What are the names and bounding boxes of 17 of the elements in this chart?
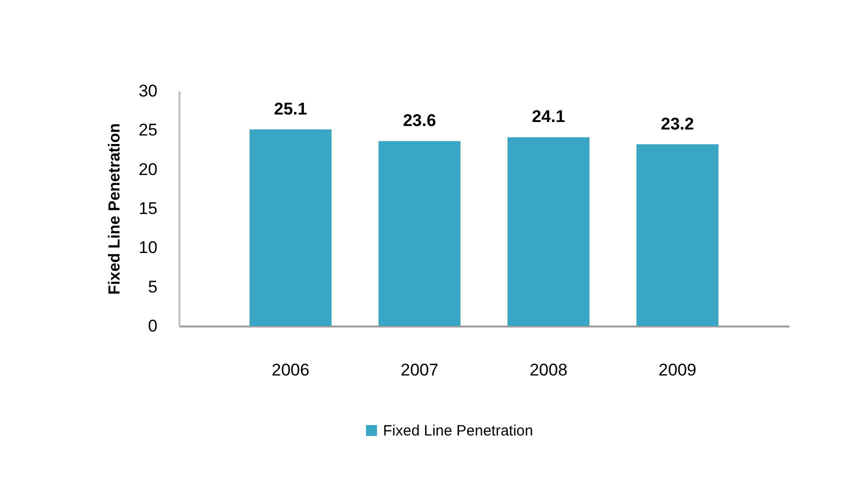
y-tick-label: 30 xyxy=(138,82,158,100)
legend-label: Fixed Line Penetration xyxy=(383,422,534,440)
data-label: 23.2 xyxy=(660,114,694,134)
y-tick-label: 0 xyxy=(148,316,158,336)
y-tick-label: 5 xyxy=(148,277,158,296)
x-tick-label: 2009 xyxy=(658,360,696,380)
data-label: 23.6 xyxy=(402,111,436,130)
y-tick-label: 20 xyxy=(138,160,158,179)
y-axis-title: Fixed Line Penetration xyxy=(106,123,124,295)
x-tick-label: 2007 xyxy=(400,360,438,380)
x-tick-label: 2008 xyxy=(530,360,568,380)
y-tick-label: 15 xyxy=(138,199,158,218)
x-tick-label: 2006 xyxy=(272,360,310,380)
data-label: 24.1 xyxy=(532,107,566,126)
y-tick-label: 10 xyxy=(138,238,158,258)
data-label: 25.1 xyxy=(274,99,308,118)
y-tick-label: 25 xyxy=(138,120,158,140)
